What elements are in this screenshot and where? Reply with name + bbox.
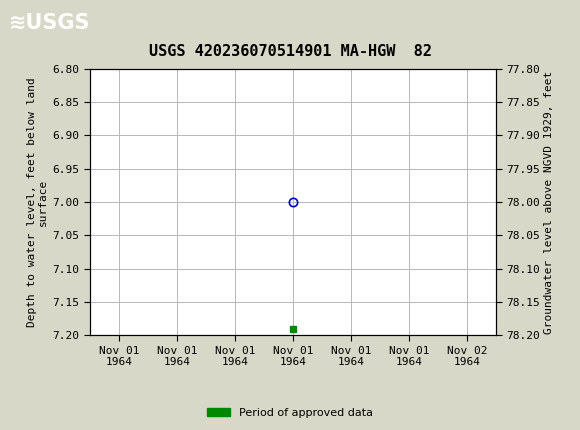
Y-axis label: Groundwater level above NGVD 1929, feet: Groundwater level above NGVD 1929, feet xyxy=(544,71,554,334)
Legend: Period of approved data: Period of approved data xyxy=(203,403,377,422)
Y-axis label: Depth to water level, feet below land
surface: Depth to water level, feet below land su… xyxy=(27,77,48,327)
Text: ≋USGS: ≋USGS xyxy=(9,12,90,33)
Text: USGS 420236070514901 MA-HGW  82: USGS 420236070514901 MA-HGW 82 xyxy=(148,44,432,59)
